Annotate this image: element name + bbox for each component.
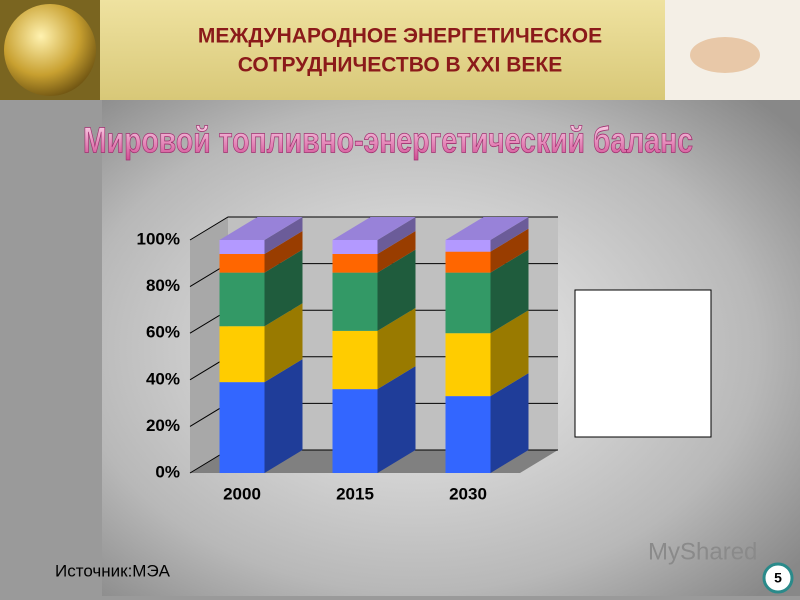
bar-segment-side [490, 228, 529, 273]
bar-segment [445, 272, 491, 334]
bar-segment [332, 330, 378, 390]
bar-segment-side [377, 217, 416, 254]
bar-segment [445, 251, 491, 273]
bar-segment [445, 240, 491, 252]
bar-segment [332, 240, 378, 254]
legend [574, 289, 712, 438]
grid-line [189, 216, 558, 241]
bar-segment-side [490, 373, 529, 473]
y-tick-label: 0% [155, 462, 180, 481]
bar-segment [332, 389, 378, 473]
y-tick-label: 20% [146, 416, 180, 435]
bar-segment [219, 240, 265, 254]
source-note: Источник:МЭА [55, 561, 171, 580]
bar-segment [219, 272, 265, 327]
bar-segment [332, 272, 378, 331]
y-tick-label: 80% [146, 276, 180, 295]
bar-segment-side [264, 249, 303, 327]
bar-segment-side [264, 359, 303, 473]
header-title: СОТРУДНИЧЕСТВО В XXI ВЕКЕ [238, 54, 562, 77]
globe-icon [4, 4, 96, 96]
bar-segment-side [490, 249, 529, 334]
bar-segment [219, 382, 265, 473]
bar-segment-top [219, 217, 303, 240]
x-tick-label: 2015 [336, 484, 374, 503]
bar-segment [332, 253, 378, 273]
bar-segment-side [264, 230, 303, 273]
bar-segment-side [377, 307, 416, 390]
header-title: МЕЖДУНАРОДНОЕ ЭНЕРГЕТИЧЕСКОЕ [198, 25, 602, 48]
bar-segment [219, 326, 265, 383]
y-tick-label: 40% [146, 369, 180, 388]
x-tick-label: 2030 [449, 484, 487, 503]
bar-segment [445, 396, 491, 473]
handshake-shape [690, 37, 760, 73]
bar-segment [445, 333, 491, 397]
bar-segment [219, 253, 265, 273]
bar-segment-side [490, 217, 529, 252]
page-number: 5 [774, 570, 782, 586]
bar-segment-top [332, 217, 416, 240]
x-tick-label: 2000 [223, 484, 261, 503]
watermark: MyShared [648, 538, 757, 565]
bar-segment-side [264, 303, 303, 383]
bar-segment-side [490, 310, 529, 397]
bar-segment-side [377, 366, 416, 473]
y-tick-label: 60% [146, 323, 180, 342]
bar-segment-side [264, 217, 303, 254]
y-tick-label: 100% [137, 229, 180, 248]
chart-title: Мировой топливно-энергетический баланс [83, 120, 693, 161]
page-number-badge [762, 562, 794, 594]
bar-segment-side [377, 230, 416, 273]
bar-segment-top [445, 217, 529, 240]
bar-segment-side [377, 249, 416, 331]
